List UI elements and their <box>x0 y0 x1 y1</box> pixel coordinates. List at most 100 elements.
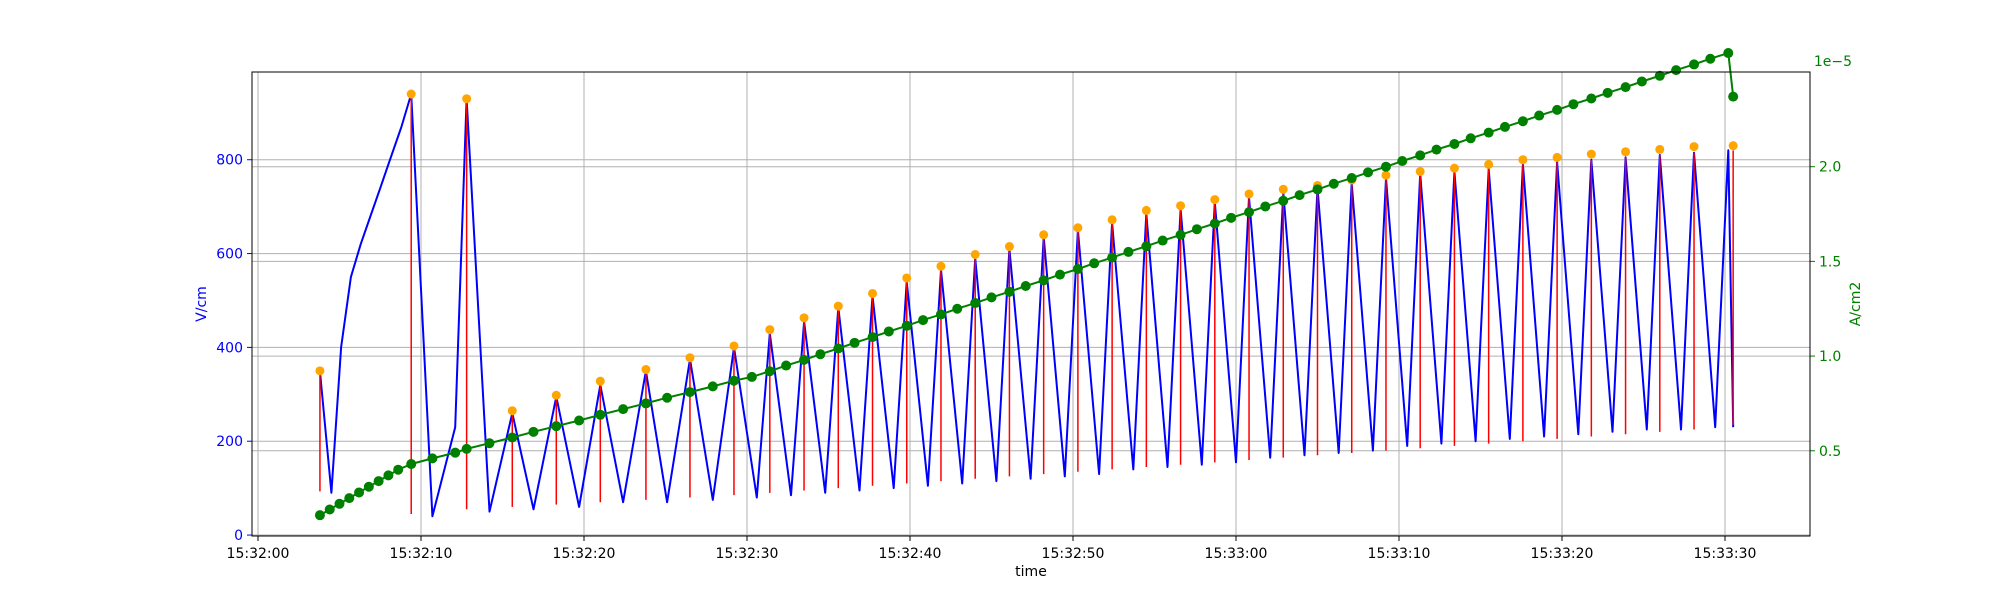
peak-marker <box>1039 230 1049 240</box>
current-density-marker <box>1363 167 1374 178</box>
current-density-marker <box>354 487 365 498</box>
current-density-marker <box>528 426 539 437</box>
series-layer <box>314 48 1739 521</box>
current-density-marker <box>1346 173 1357 184</box>
current-density-marker <box>1004 286 1015 297</box>
y-right-tick-label: 1.5 <box>1819 254 1841 270</box>
x-tick-label: 15:33:00 <box>1205 546 1268 562</box>
peak-marker <box>1518 155 1528 165</box>
peak-marker <box>1586 149 1596 159</box>
current-density-marker <box>324 504 335 515</box>
peak-marker <box>1415 166 1425 176</box>
peak-marker <box>1210 195 1220 205</box>
peak-marker <box>315 366 325 376</box>
current-density-marker <box>1723 48 1734 59</box>
x-axis-label: time <box>1015 564 1047 580</box>
current-density-marker <box>1123 246 1134 257</box>
peak-marker <box>1621 147 1631 157</box>
y-right-axis-label: A/cm2 <box>1848 282 1864 327</box>
current-density-marker <box>595 409 606 420</box>
current-density-marker <box>662 392 673 403</box>
y-right-tick-label: 2.0 <box>1819 160 1841 176</box>
current-density-marker <box>833 343 844 354</box>
current-density-marker <box>1620 82 1631 93</box>
peak-marker <box>406 89 416 99</box>
axes-layer: 15:32:00 15:32:10 15:32:20 15:32:30 15:32:40… <box>194 54 1864 580</box>
peak-marker <box>1728 141 1738 151</box>
peak-marker <box>1689 142 1699 152</box>
peak-marker <box>970 250 980 260</box>
current-density-marker <box>867 332 878 343</box>
current-density-marker <box>344 493 355 504</box>
current-density-marker <box>764 366 775 377</box>
current-density-marker <box>406 459 417 470</box>
current-density-marker <box>1552 104 1563 115</box>
x-tick-label: 15:33:20 <box>1531 546 1594 562</box>
current-density-marker <box>373 476 384 487</box>
current-density-marker <box>363 481 374 492</box>
peak-marker <box>868 288 878 298</box>
peak-marker <box>1381 170 1391 180</box>
current-density-marker <box>314 510 325 521</box>
current-density-marker <box>849 337 860 348</box>
peak-marker <box>1552 152 1562 162</box>
current-density-marker <box>484 438 495 449</box>
peak-marker <box>833 301 843 311</box>
current-density-marker <box>746 371 757 382</box>
current-density-marker <box>728 375 739 386</box>
current-density-marker <box>1141 241 1152 252</box>
y-left-tick-label: 200 <box>216 434 243 450</box>
current-density-marker <box>1534 110 1545 121</box>
current-density-marker <box>1483 127 1494 138</box>
current-density-marker <box>1705 53 1716 64</box>
current-density-marker <box>1209 218 1220 229</box>
current-density-marker <box>1089 258 1100 269</box>
current-density-marker <box>1038 275 1049 286</box>
x-tick-label: 15:33:10 <box>1368 546 1431 562</box>
current-density-marker <box>1431 144 1442 155</box>
current-density-marker <box>1107 252 1118 263</box>
current-density-marker <box>986 292 997 303</box>
field-strength-line <box>318 93 1735 518</box>
current-density-marker <box>918 315 929 326</box>
current-density-marker <box>1072 263 1083 274</box>
peak-marker <box>1278 184 1288 194</box>
current-density-marker <box>970 298 981 309</box>
current-density-marker <box>1020 281 1031 292</box>
peak-marker <box>595 376 605 386</box>
peak-marker <box>902 273 912 283</box>
peak-marker <box>685 353 695 363</box>
x-tick-label: 15:32:40 <box>879 546 942 562</box>
peak-marker <box>1176 201 1186 211</box>
current-density-marker <box>1586 93 1597 104</box>
peak-marker <box>1004 242 1014 252</box>
plot-frame <box>251 71 1811 537</box>
current-density-marker <box>551 421 562 432</box>
peak-marker <box>1655 144 1665 154</box>
current-density-marker <box>574 415 585 426</box>
current-density-marker <box>1728 91 1739 102</box>
current-density-marker <box>461 443 472 454</box>
current-density-marker <box>450 447 461 458</box>
current-density-marker <box>393 464 404 475</box>
current-density-marker <box>507 432 518 443</box>
current-density-marker <box>1397 156 1408 167</box>
current-density-marker <box>427 453 438 464</box>
x-tick-label: 15:32:30 <box>716 546 779 562</box>
current-density-marker <box>1175 229 1186 240</box>
peak-marker <box>1073 223 1083 233</box>
current-density-marker <box>1602 87 1613 98</box>
current-density-marker <box>618 404 629 415</box>
current-density-marker <box>952 303 963 314</box>
peak-marker <box>1141 205 1151 215</box>
peak-marker <box>1484 159 1494 169</box>
current-density-marker <box>334 498 345 509</box>
current-density-marker <box>684 387 695 398</box>
current-density-marker <box>1226 212 1237 223</box>
peak-marker <box>1244 189 1254 199</box>
y-right-tick-label: 1.0 <box>1819 349 1841 365</box>
y-right-tick-label: 0.5 <box>1819 444 1841 460</box>
current-density-marker <box>1328 178 1339 189</box>
current-density-marker <box>1294 190 1305 201</box>
current-density-marker <box>383 470 394 481</box>
